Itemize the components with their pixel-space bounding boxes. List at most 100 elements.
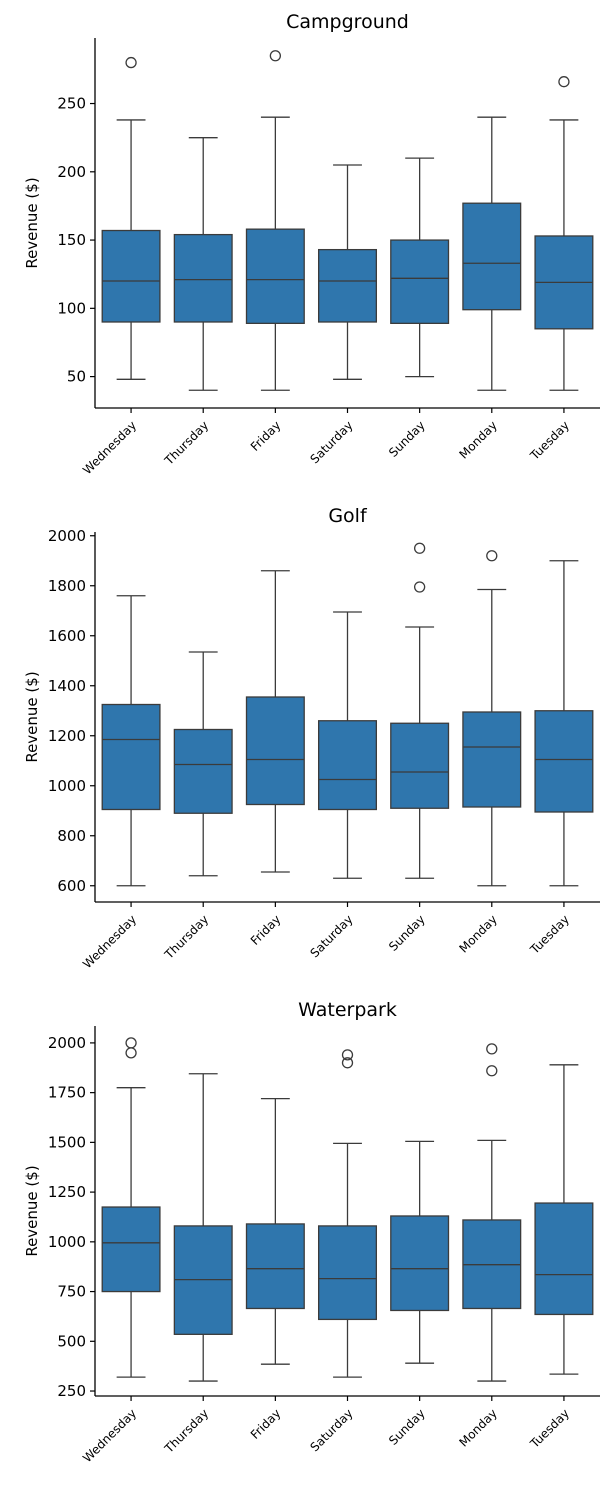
- box-monday: [462, 116, 522, 391]
- box-saturday: [317, 611, 378, 879]
- x-tick-label: Wednesday: [80, 418, 139, 477]
- y-tick-label: 1200: [48, 727, 86, 745]
- iqr-box: [462, 202, 522, 311]
- y-tick-label: 1000: [48, 1233, 86, 1251]
- iqr-box: [245, 228, 305, 325]
- chart-panel-waterpark: Waterpark Revenue ($) 250 500 750 1000 1250 150…: [23, 999, 600, 1465]
- outlier-point: [125, 56, 137, 69]
- box-tuesday: [534, 1064, 594, 1375]
- y-tick-label: 800: [57, 827, 86, 845]
- y-axis-label: Revenue ($): [23, 177, 41, 268]
- x-tick-label: Tuesday: [527, 418, 572, 463]
- chart-title: Golf: [328, 505, 368, 527]
- y-tick-label: 150: [57, 231, 86, 249]
- chart-panel-golf: Golf Revenue ($) 600 800 1000 1200 1400 1600 180…: [23, 505, 600, 971]
- outlier-point: [413, 542, 426, 554]
- x-tick-label: Saturday: [307, 912, 355, 960]
- iqr-box: [317, 1225, 378, 1321]
- y-tick-label: 1400: [48, 677, 86, 695]
- outlier-point: [269, 50, 282, 62]
- x-tick-label: Wednesday: [80, 1406, 139, 1465]
- outlier-point: [341, 1057, 354, 1069]
- chart-title: Campground: [286, 11, 409, 33]
- iqr-box: [245, 1223, 305, 1310]
- box-friday: [245, 570, 305, 873]
- x-tick-label: Saturday: [307, 1406, 355, 1454]
- iqr-box: [173, 728, 233, 814]
- x-tick-label: Saturday: [307, 418, 355, 466]
- x-tick-label: Tuesday: [527, 1406, 572, 1451]
- iqr-box: [101, 229, 161, 323]
- y-tick-label: 1250: [48, 1183, 86, 1201]
- x-tick-label: Thursday: [161, 418, 211, 468]
- iqr-box: [173, 233, 233, 323]
- x-tick-label: Thursday: [161, 1406, 211, 1456]
- outlier-point: [486, 1043, 498, 1055]
- y-tick-label: 750: [57, 1283, 86, 1301]
- iqr-box: [101, 1206, 161, 1293]
- box-tuesday: [534, 560, 594, 887]
- outlier-point: [558, 76, 570, 88]
- y-tick-label: 1800: [48, 577, 86, 595]
- y-tick-label: 50: [67, 368, 86, 386]
- x-tick-label: Monday: [457, 1406, 500, 1449]
- x-tick-label: Sunday: [386, 1406, 428, 1448]
- y-tick-label: 250: [57, 1382, 86, 1400]
- x-tick-label: Monday: [457, 418, 500, 461]
- outlier-point: [125, 1037, 137, 1049]
- y-tick-label: 2000: [48, 1034, 86, 1052]
- box-thursday: [173, 137, 233, 391]
- x-tick-label: Sunday: [386, 418, 428, 460]
- outlier-point: [413, 581, 426, 593]
- x-tick-label: Sunday: [386, 912, 428, 954]
- outlier-point: [341, 1049, 354, 1061]
- iqr-box: [534, 710, 594, 813]
- outlier-point: [486, 550, 498, 562]
- iqr-box: [390, 1215, 450, 1312]
- x-tick-label: Tuesday: [527, 912, 572, 957]
- box-friday: [245, 1097, 305, 1365]
- box-sunday: [390, 542, 450, 879]
- box-tuesday: [534, 76, 594, 391]
- iqr-box: [534, 1202, 594, 1316]
- box-saturday: [317, 164, 378, 380]
- iqr-box: [390, 722, 450, 809]
- y-axis-label: Revenue ($): [23, 671, 41, 762]
- y-tick-label: 250: [57, 95, 86, 113]
- chart-title: Waterpark: [298, 999, 397, 1021]
- iqr-box: [245, 696, 305, 806]
- box-saturday: [317, 1049, 378, 1378]
- y-tick-label: 200: [57, 163, 86, 181]
- outlier-point: [125, 1047, 137, 1059]
- box-thursday: [173, 651, 233, 877]
- box-thursday: [173, 1073, 233, 1382]
- y-tick-label: 500: [57, 1332, 86, 1350]
- outlier-point: [486, 1065, 498, 1077]
- box-friday: [245, 50, 305, 391]
- x-tick-label: Wednesday: [80, 912, 139, 971]
- x-tick-label: Friday: [248, 1406, 284, 1442]
- y-tick-label: 1600: [48, 627, 86, 645]
- box-wednesday: [101, 1037, 161, 1378]
- chart-panel-campground: Campground Revenue ($) 50 100 150 200 250 Wedne…: [23, 11, 600, 477]
- y-tick-label: 600: [57, 877, 86, 895]
- iqr-box: [101, 703, 161, 811]
- box-monday: [462, 550, 522, 887]
- y-tick-label: 1000: [48, 777, 86, 795]
- iqr-box: [462, 711, 522, 808]
- x-tick-label: Friday: [248, 912, 284, 948]
- box-wednesday: [101, 595, 161, 887]
- iqr-box: [390, 239, 450, 325]
- iqr-box: [317, 248, 378, 323]
- y-tick-label: 2000: [48, 527, 86, 545]
- iqr-box: [317, 720, 378, 811]
- x-tick-label: Friday: [248, 418, 284, 454]
- box-monday: [462, 1043, 522, 1382]
- x-tick-label: Thursday: [161, 912, 211, 962]
- box-wednesday: [101, 56, 161, 380]
- box-sunday: [390, 1140, 450, 1364]
- y-tick-label: 1500: [48, 1133, 86, 1151]
- y-tick-label: 1750: [48, 1084, 86, 1102]
- x-tick-label: Monday: [457, 912, 500, 955]
